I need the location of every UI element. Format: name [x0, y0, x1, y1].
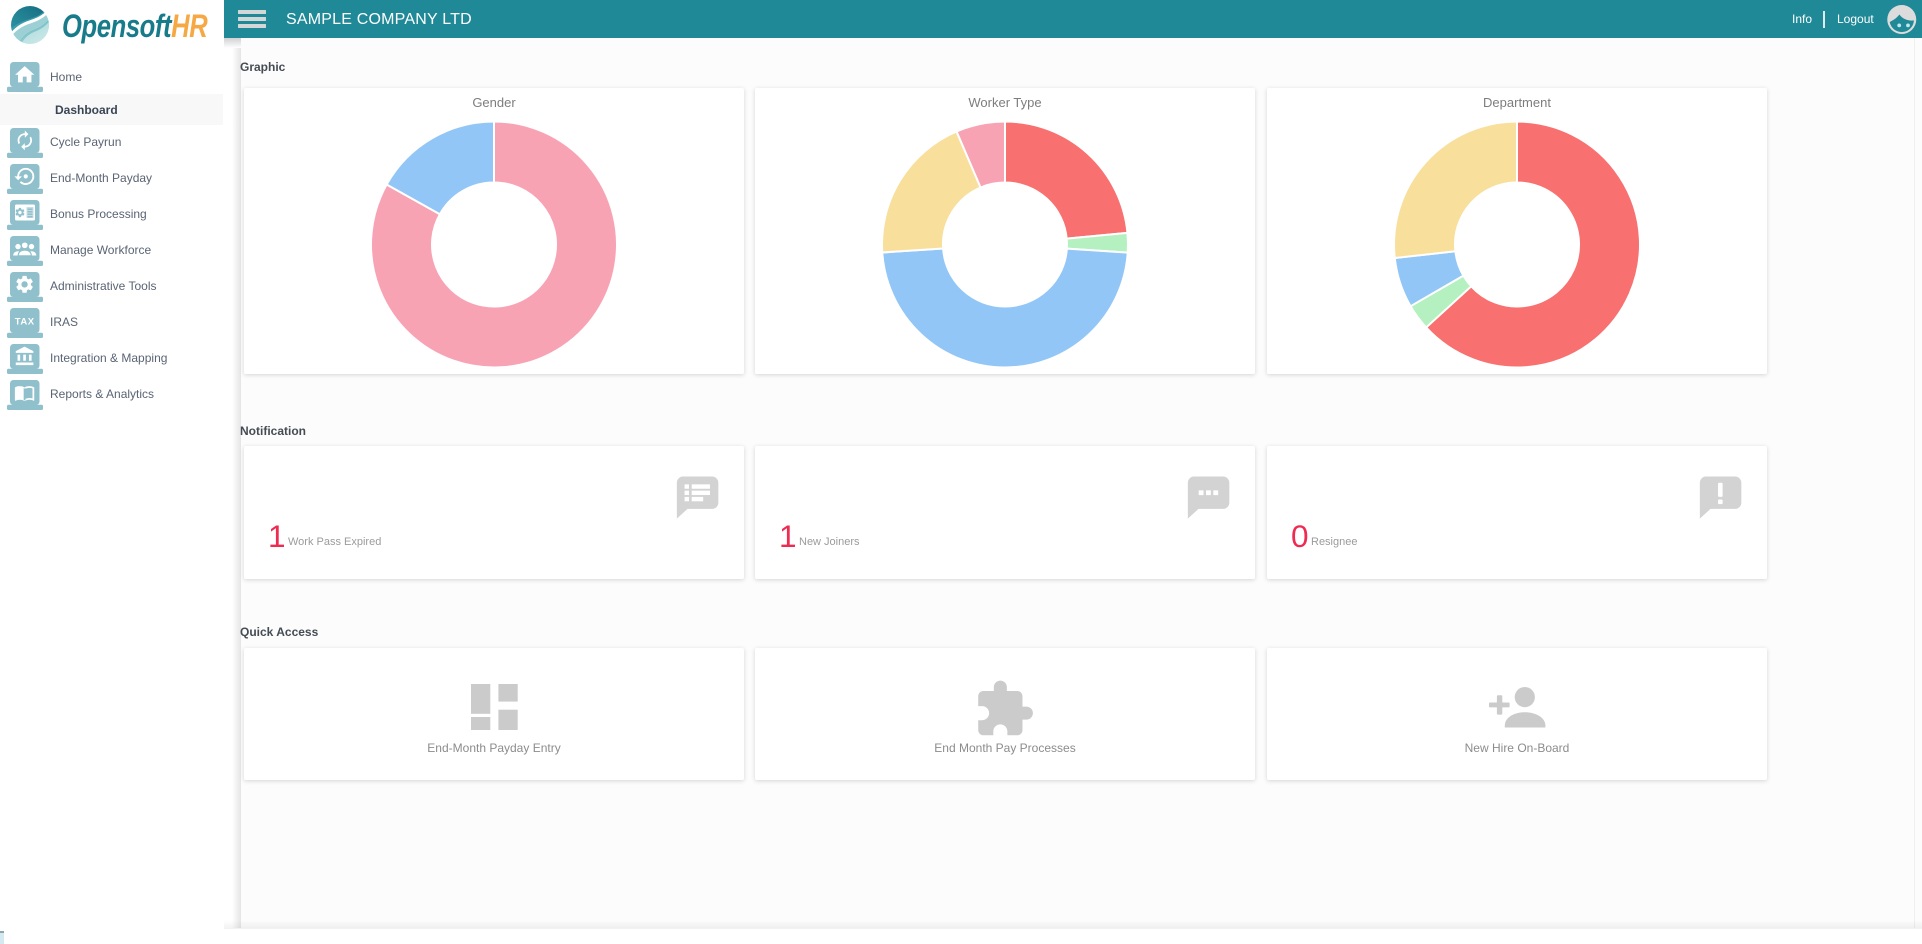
svg-text:TAX: TAX: [15, 317, 35, 328]
